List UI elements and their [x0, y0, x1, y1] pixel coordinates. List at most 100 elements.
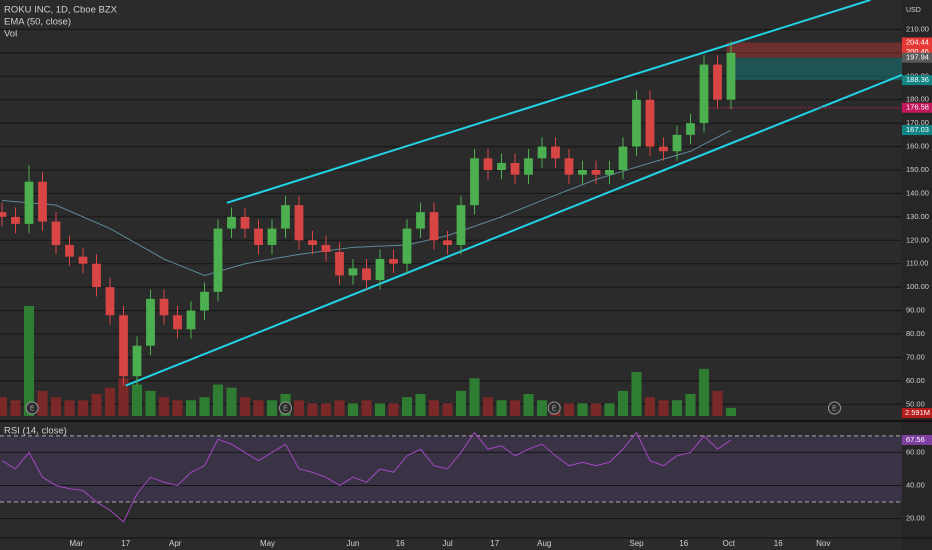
candle-body — [618, 146, 628, 170]
candle-body — [348, 268, 358, 276]
x-tick-label: 16 — [396, 539, 405, 548]
y-tick-label: 80.00 — [906, 329, 925, 338]
candle-body — [308, 240, 317, 245]
candle-body — [105, 287, 115, 316]
candle-body — [267, 228, 277, 245]
volume-bar — [577, 403, 588, 416]
volume-badge — [902, 408, 932, 418]
candle-body — [605, 170, 614, 175]
volume-bar — [347, 403, 359, 416]
x-tick-label: 17 — [490, 539, 499, 548]
volume-bar — [374, 403, 386, 416]
volume-bar — [361, 400, 372, 416]
x-tick-label: 17 — [121, 539, 130, 548]
candle-body — [294, 205, 304, 241]
candle-body — [470, 158, 479, 206]
candle-body — [132, 345, 142, 377]
y-tick-label: 210.00 — [906, 24, 929, 33]
volume-bar — [523, 394, 534, 416]
candle-body — [240, 216, 250, 229]
candle-body — [146, 298, 155, 346]
x-tick-label: Jul — [442, 539, 452, 548]
candle-body — [200, 291, 209, 311]
candle-body — [672, 134, 682, 152]
candle-body — [726, 52, 736, 100]
volume-bar — [712, 390, 723, 416]
candle-body — [362, 268, 371, 281]
candle-body — [524, 158, 533, 175]
volume-bar — [293, 400, 305, 416]
x-tick-label: Mar — [69, 539, 83, 548]
price-badge-label: 188.36 — [906, 75, 929, 84]
volume-bar — [50, 397, 62, 416]
volume-bar — [64, 400, 75, 416]
x-tick-label: Aug — [537, 539, 551, 548]
volume-bar — [307, 403, 318, 416]
rsi-tick-label: 20.00 — [906, 514, 925, 523]
chart-title: ROKU INC, 1D, Cboe BZX — [4, 5, 118, 16]
currency: USD — [906, 7, 921, 14]
candle-body — [537, 146, 547, 159]
earnings-marker — [279, 401, 292, 415]
volume-bar — [145, 390, 156, 416]
ema-label: EMA (50, close) — [4, 17, 71, 28]
x-tick-label: Jun — [347, 539, 360, 548]
candle-body — [227, 216, 236, 229]
volume-bar — [77, 400, 89, 416]
candle-body — [551, 146, 560, 159]
y-tick-label: 130.00 — [906, 212, 929, 221]
volume-bar — [617, 390, 629, 416]
x-tick-label: 16 — [679, 539, 688, 548]
price-badge-label: 176.58 — [906, 103, 929, 112]
earnings-label: E — [30, 405, 35, 412]
candle-body — [632, 99, 641, 147]
candle-body — [11, 216, 20, 224]
candle-body — [24, 181, 34, 224]
earnings-marker — [828, 401, 841, 415]
candle-body — [564, 158, 574, 175]
candle-body — [578, 170, 587, 175]
volume-bar — [0, 397, 8, 416]
candle-body — [78, 256, 88, 264]
price-badge — [902, 125, 932, 136]
y-tick-label: 110.00 — [906, 259, 928, 268]
candle-body — [456, 205, 466, 245]
price-axis — [902, 0, 932, 550]
volume-bar — [10, 400, 21, 416]
volume-bar — [158, 397, 170, 416]
candle-body — [0, 212, 7, 217]
candle-body — [213, 228, 223, 292]
candle-body — [402, 228, 412, 264]
candle-body — [497, 162, 506, 170]
volume-bar — [239, 397, 251, 416]
candle-body — [591, 170, 601, 175]
price-badge-label: 204.44 — [906, 37, 929, 46]
volume-bar — [469, 378, 480, 416]
candle-body — [159, 298, 169, 316]
volume-bar — [428, 400, 440, 416]
volume-bar — [644, 397, 656, 416]
candle-body — [375, 259, 385, 281]
y-tick-label: 150.00 — [906, 165, 929, 174]
rsi-line — [1, 431, 732, 523]
volume-bar — [536, 400, 548, 416]
candle-body — [65, 244, 74, 257]
x-tick-label: 16 — [774, 539, 783, 548]
rsi-panel — [0, 431, 902, 523]
volume-bar — [442, 403, 453, 416]
x-tick-label: May — [260, 539, 275, 548]
target-zone — [726, 57, 902, 81]
candle-body — [51, 221, 61, 245]
volume-bar — [118, 378, 129, 416]
y-tick-label: 100.00 — [906, 282, 929, 291]
volume-bar — [388, 403, 399, 416]
price-badge-label: 167.03 — [906, 125, 929, 134]
volume-bar — [185, 400, 197, 416]
rsi-tick-label: 60.00 — [906, 447, 925, 456]
channel-line — [125, 73, 902, 387]
y-tick-label: 140.00 — [906, 188, 929, 197]
price-badge-label: 197.94 — [906, 53, 929, 62]
